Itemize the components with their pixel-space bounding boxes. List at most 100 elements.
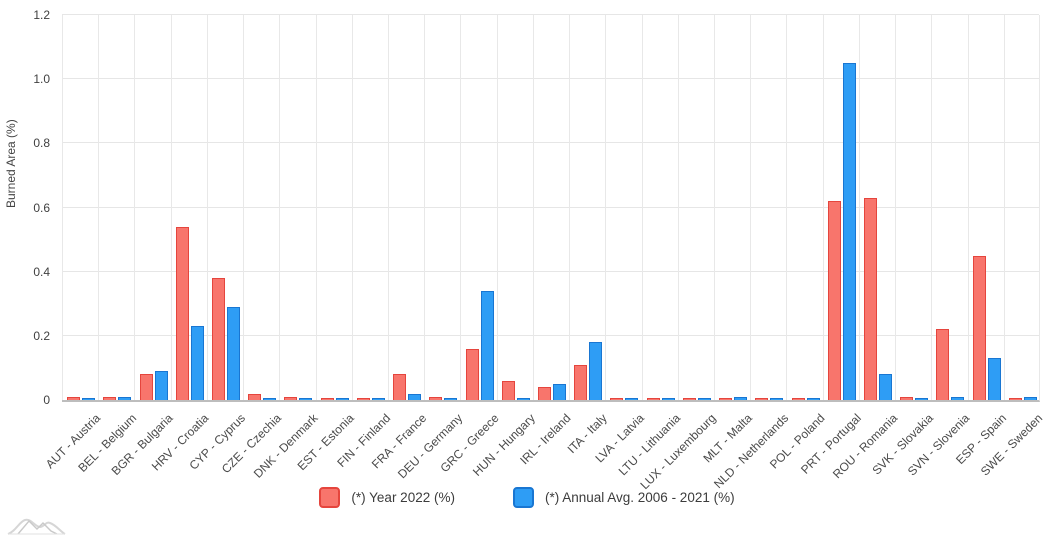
legend-label-annual-avg: (*) Annual Avg. 2006 - 2021 (%) xyxy=(544,490,735,505)
bar-group xyxy=(351,15,388,400)
bar-annual-avg[interactable] xyxy=(878,374,892,400)
bar-group xyxy=(895,15,931,400)
bar-annual-avg[interactable] xyxy=(589,342,603,400)
gridline-horizontal xyxy=(62,142,1039,144)
bar-year-2022[interactable] xyxy=(393,374,407,400)
bar-group xyxy=(98,15,134,400)
bar-annual-avg[interactable] xyxy=(263,398,277,400)
y-tick-label: 0.2 xyxy=(33,328,50,343)
x-axis-label: DNK - Denmark xyxy=(250,411,321,481)
bar-year-2022[interactable] xyxy=(139,374,153,400)
bar-group xyxy=(605,15,641,400)
bar-annual-avg[interactable] xyxy=(444,398,458,400)
bar-group xyxy=(822,15,859,400)
bar-year-2022[interactable] xyxy=(900,397,914,400)
bar-year-2022[interactable] xyxy=(320,398,334,400)
plot-area xyxy=(62,14,1040,402)
bar-year-2022[interactable] xyxy=(972,256,986,400)
bar-annual-avg[interactable] xyxy=(190,326,204,400)
gridline-horizontal xyxy=(62,206,1039,208)
bar-annual-avg[interactable] xyxy=(951,397,965,400)
bar-group xyxy=(931,15,967,400)
bar-group xyxy=(206,15,243,400)
bar-annual-avg[interactable] xyxy=(371,398,385,400)
bar-year-2022[interactable] xyxy=(103,397,117,400)
y-tick-label: 0 xyxy=(43,393,50,407)
bar-group xyxy=(388,15,424,400)
legend-label-year-2022: (*) Year 2022 (%) xyxy=(351,490,455,505)
bar-year-2022[interactable] xyxy=(610,398,624,400)
bar-group xyxy=(134,15,170,400)
bar-year-2022[interactable] xyxy=(827,201,841,400)
bar-annual-avg[interactable] xyxy=(1023,397,1037,400)
gridline-horizontal xyxy=(62,78,1039,80)
bar-annual-avg[interactable] xyxy=(480,291,494,400)
bar-group xyxy=(315,15,352,400)
bar-group xyxy=(641,15,678,400)
bar-group xyxy=(1003,15,1040,400)
bar-year-2022[interactable] xyxy=(1008,398,1022,400)
legend-item-year-2022[interactable]: (*) Year 2022 (%) xyxy=(319,487,455,508)
bar-annual-avg[interactable] xyxy=(118,397,132,400)
gridline-horizontal xyxy=(62,334,1039,336)
bar-group xyxy=(750,15,786,400)
y-tick-label: 1.2 xyxy=(33,8,50,22)
bar-annual-avg[interactable] xyxy=(82,398,96,400)
legend-item-annual-avg[interactable]: (*) Annual Avg. 2006 - 2021 (%) xyxy=(512,487,735,508)
bar-group xyxy=(424,15,460,400)
bar-group xyxy=(967,15,1004,400)
bar-year-2022[interactable] xyxy=(936,329,950,400)
bar-group xyxy=(786,15,822,400)
bar-annual-avg[interactable] xyxy=(516,398,530,400)
bar-annual-avg[interactable] xyxy=(625,398,639,400)
gridline-horizontal xyxy=(62,270,1039,272)
bar-year-2022[interactable] xyxy=(755,398,769,400)
bar-annual-avg[interactable] xyxy=(806,398,820,400)
bar-year-2022[interactable] xyxy=(501,381,515,400)
bar-group xyxy=(858,15,895,400)
bar-year-2022[interactable] xyxy=(719,398,733,400)
bar-year-2022[interactable] xyxy=(537,387,551,400)
bar-group xyxy=(170,15,207,400)
bar-annual-avg[interactable] xyxy=(915,398,929,400)
legend: (*) Year 2022 (%) (*) Annual Avg. 2006 -… xyxy=(0,487,1054,508)
bar-group xyxy=(496,15,533,400)
bar-year-2022[interactable] xyxy=(356,398,370,400)
legend-swatch-red xyxy=(319,487,341,508)
bar-year-2022[interactable] xyxy=(682,398,696,400)
bar-year-2022[interactable] xyxy=(646,398,660,400)
mountains-watermark-icon xyxy=(7,518,66,535)
bar-group xyxy=(62,15,98,400)
bar-year-2022[interactable] xyxy=(175,227,189,400)
bar-annual-avg[interactable] xyxy=(154,371,168,400)
bar-year-2022[interactable] xyxy=(248,394,262,400)
bar-year-2022[interactable] xyxy=(211,278,225,400)
bar-year-2022[interactable] xyxy=(863,198,877,400)
bar-annual-avg[interactable] xyxy=(226,307,240,400)
bar-group xyxy=(677,15,714,400)
bar-annual-avg[interactable] xyxy=(770,398,784,400)
bar-annual-avg[interactable] xyxy=(408,394,422,400)
gridline-horizontal xyxy=(62,14,1039,15)
bar-annual-avg[interactable] xyxy=(299,398,313,400)
bar-year-2022[interactable] xyxy=(465,349,479,400)
bar-year-2022[interactable] xyxy=(67,397,81,400)
bar-year-2022[interactable] xyxy=(791,398,805,400)
bar-year-2022[interactable] xyxy=(284,397,298,400)
bar-annual-avg[interactable] xyxy=(734,397,748,400)
bar-group xyxy=(243,15,279,400)
bar-group xyxy=(714,15,750,400)
bar-annual-avg[interactable] xyxy=(552,384,566,400)
bar-annual-avg[interactable] xyxy=(697,398,711,400)
bar-annual-avg[interactable] xyxy=(987,358,1001,400)
bar-annual-avg[interactable] xyxy=(842,63,856,400)
y-tick-label: 0.6 xyxy=(33,200,50,215)
y-tick-label: 0.4 xyxy=(33,264,50,279)
bar-year-2022[interactable] xyxy=(574,365,588,400)
bar-annual-avg[interactable] xyxy=(335,398,349,400)
bar-year-2022[interactable] xyxy=(429,397,443,400)
y-tick-label: 1.0 xyxy=(33,72,50,87)
bar-annual-avg[interactable] xyxy=(661,398,675,400)
y-tick-label: 0.8 xyxy=(33,136,50,151)
